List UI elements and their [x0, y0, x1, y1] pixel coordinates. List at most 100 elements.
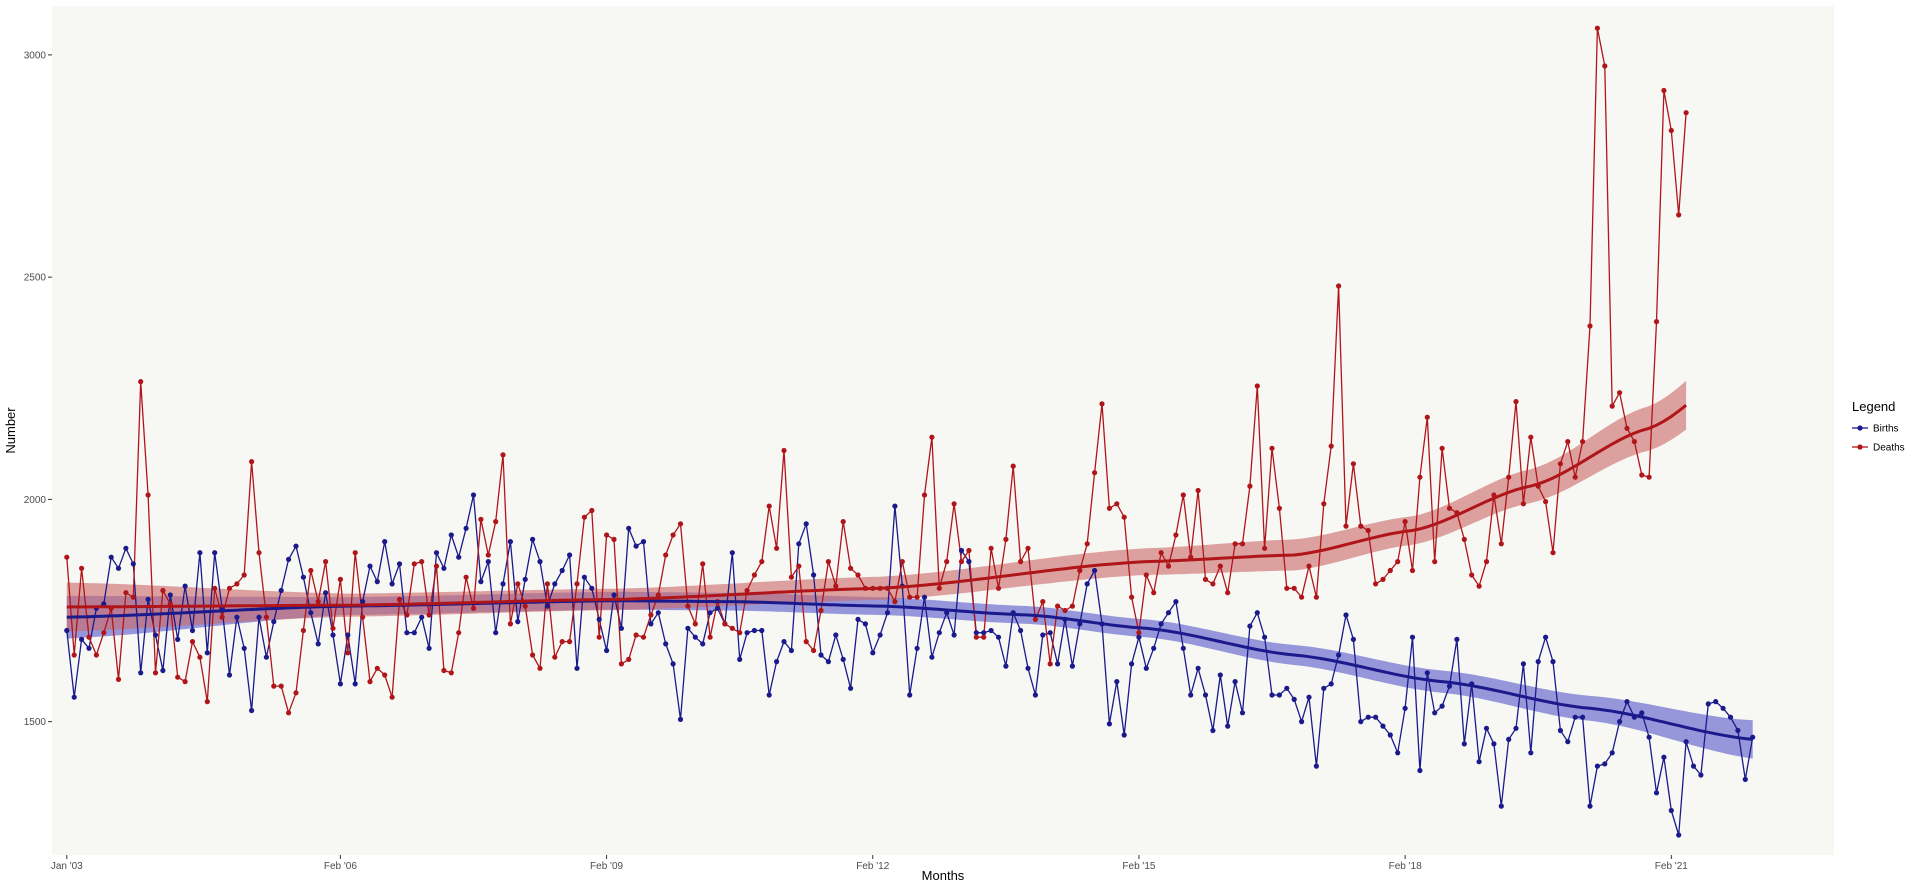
deaths-data-point [1476, 583, 1482, 589]
deaths-trend-line [66, 404, 1688, 609]
deaths-data-point [115, 676, 122, 683]
births-data-point [618, 625, 625, 631]
births-data-point [64, 627, 70, 634]
births-data-point [648, 621, 654, 627]
deaths-data-point [1668, 127, 1674, 134]
births-data-point [1498, 803, 1504, 809]
legend-item-births: Births [1852, 424, 1899, 435]
births-data-point [1535, 659, 1541, 665]
deaths-data-point [744, 587, 750, 594]
deaths-data-point [522, 603, 528, 609]
births-data-point [1543, 634, 1549, 640]
births-data-point [1365, 714, 1371, 720]
births-data-point [1232, 679, 1238, 685]
births-data-point [278, 587, 284, 594]
deaths-data-point [515, 581, 521, 587]
births-data-point [478, 579, 484, 585]
births-data-point [300, 574, 306, 580]
deaths-data-point [93, 652, 99, 658]
deaths-data-point [611, 536, 617, 543]
deaths-data-point [1609, 403, 1615, 409]
deaths-data-point [655, 592, 661, 598]
births-data-point [833, 632, 839, 638]
deaths-data-point [1513, 399, 1519, 405]
births-data-point [448, 532, 454, 538]
births-data-point [1550, 659, 1556, 665]
births-data-point [1690, 763, 1697, 769]
births-data-point [108, 554, 114, 560]
births-data-point [530, 536, 536, 543]
deaths-data-point [160, 587, 166, 594]
births-data-point [988, 627, 994, 634]
deaths-data-point [330, 625, 336, 631]
births-data-point [1143, 665, 1149, 671]
births-data-point [907, 692, 913, 698]
deaths-data-point [1210, 581, 1216, 587]
births-data-point [995, 634, 1002, 640]
x-axis-title: Months [922, 868, 965, 883]
births-data-point [1210, 727, 1216, 734]
x-tick-label: Feb '18 [1389, 861, 1422, 872]
births-data-point [352, 681, 358, 687]
deaths-data-point [958, 559, 965, 565]
deaths-data-point [855, 572, 861, 578]
births-data-point [1617, 719, 1623, 725]
births-data-point [433, 550, 440, 556]
deaths-data-point [256, 550, 262, 556]
births-data-point [1106, 721, 1112, 727]
births-data-point [1032, 692, 1038, 698]
births-data-point [1417, 767, 1423, 774]
deaths-data-point [1062, 607, 1068, 614]
births-data-point [825, 659, 832, 665]
births-data-point [1380, 723, 1386, 729]
deaths-data-point [596, 634, 602, 640]
deaths-data-point [1143, 572, 1149, 578]
deaths-data-point [1395, 559, 1401, 565]
births-data-point [1483, 725, 1490, 731]
births-data-point [396, 561, 403, 567]
births-data-point [796, 541, 802, 547]
deaths-data-point [411, 561, 417, 567]
deaths-data-point [249, 459, 255, 465]
births-data-point [884, 610, 891, 616]
births-data-point [973, 630, 979, 636]
deaths-data-point [478, 516, 484, 523]
deaths-data-point [263, 614, 269, 620]
deaths-data-point [189, 639, 196, 645]
births-data-point [1269, 692, 1275, 698]
deaths-data-point [626, 656, 632, 663]
deaths-data-point [936, 585, 942, 591]
deaths-data-point [1409, 567, 1416, 574]
births-data-point [1720, 705, 1726, 711]
births-data-point [323, 590, 329, 596]
births-data-point [766, 692, 772, 698]
births-data-point [818, 652, 824, 658]
deaths-data-point [130, 594, 136, 600]
births-data-point [345, 632, 351, 638]
births-data-point [936, 630, 942, 636]
x-tick-label: Feb '21 [1655, 861, 1688, 872]
births-data-point [500, 581, 506, 587]
births-data-point [1254, 610, 1260, 616]
deaths-data-point [493, 519, 499, 525]
deaths-data-point [825, 559, 832, 565]
births-data-point [611, 592, 617, 598]
deaths-data-point [1180, 492, 1186, 498]
deaths-data-point [1328, 443, 1334, 449]
y-axis: 1500 2000 2500 3000 [24, 50, 52, 728]
births-data-point [744, 630, 750, 636]
deaths-data-point [899, 559, 905, 565]
births-data-point [1557, 727, 1563, 734]
legend: Legend Births Deaths [1852, 399, 1905, 454]
births-data-point [714, 605, 721, 611]
births-data-point [862, 621, 869, 627]
deaths-data-point [64, 554, 70, 560]
deaths-data-point [944, 559, 950, 565]
deaths-data-point [226, 585, 233, 591]
births-data-point [692, 634, 698, 640]
births-data-point [781, 639, 787, 645]
births-data-point [1624, 699, 1630, 705]
deaths-data-point [1254, 383, 1260, 389]
births-data-point [774, 659, 780, 665]
births-data-point [411, 630, 417, 636]
